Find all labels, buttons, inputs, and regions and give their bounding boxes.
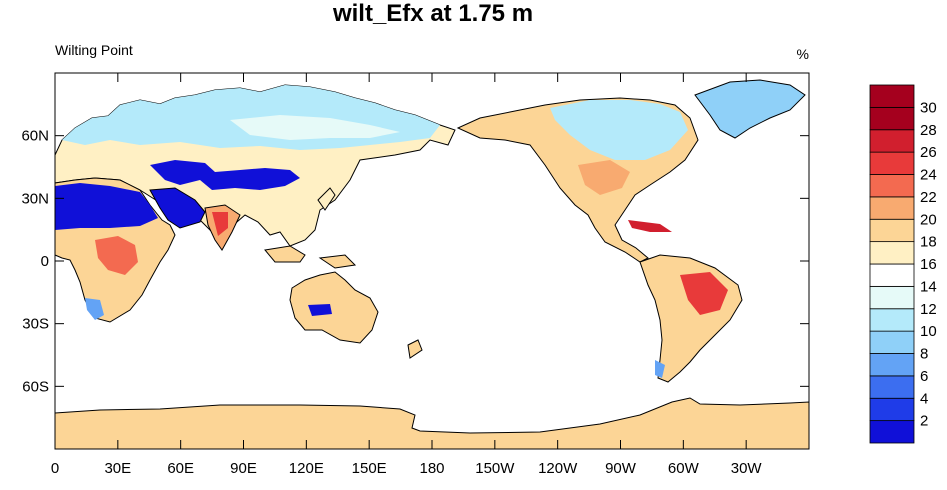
colorbar-label: 12 bbox=[920, 301, 937, 318]
x-tick-label: 120W bbox=[538, 460, 578, 477]
x-tick-label: 0 bbox=[51, 460, 59, 477]
central-us bbox=[578, 160, 630, 195]
colorbar-swatch bbox=[869, 106, 915, 131]
map-panel: 0 30E 60E 90E 120E 150E 180 150W 120W 90W 60W 30W 6… bbox=[21, 72, 810, 477]
arabia bbox=[149, 187, 206, 229]
colorbar-label: 2 bbox=[920, 413, 928, 430]
y-tick-label: 30N bbox=[21, 190, 49, 207]
colorbar-label: 22 bbox=[920, 189, 937, 206]
x-tick-label: 120E bbox=[289, 460, 324, 477]
chart-title: wilt_Efx at 1.75 m bbox=[332, 0, 533, 27]
colorbar-swatch bbox=[869, 375, 915, 399]
colorbar-swatch bbox=[869, 218, 915, 243]
colorbar-swatch bbox=[869, 196, 915, 220]
colorbar-label: 8 bbox=[920, 346, 928, 363]
y-tick-label: 60S bbox=[22, 378, 49, 395]
x-tick-label: 150W bbox=[475, 460, 515, 477]
colorbar-swatch bbox=[869, 330, 915, 354]
central-asia-desert bbox=[150, 160, 300, 190]
indonesia bbox=[264, 245, 306, 263]
colorbar-swatch bbox=[869, 174, 915, 198]
x-tick-label: 60W bbox=[668, 460, 700, 477]
y-tick-label: 30S bbox=[22, 316, 49, 333]
colorbar-swatch bbox=[869, 263, 915, 287]
new-guinea bbox=[318, 254, 357, 269]
colorbar-label: 16 bbox=[920, 256, 937, 273]
south-africa-blue bbox=[85, 298, 104, 320]
sahara-desert bbox=[55, 183, 158, 230]
colorbar-swatch bbox=[869, 129, 915, 153]
colorbar-label: 10 bbox=[920, 323, 937, 340]
colorbar-label: 20 bbox=[920, 211, 937, 228]
x-tick-label: 30W bbox=[731, 460, 763, 477]
canada-boreal bbox=[550, 100, 688, 160]
y-tick-label: 0 bbox=[41, 253, 49, 270]
greenland bbox=[694, 79, 806, 139]
caribbean-red bbox=[628, 220, 672, 232]
x-tick-label: 30E bbox=[104, 460, 131, 477]
india-core bbox=[212, 212, 228, 236]
x-tick-label: 150E bbox=[352, 460, 387, 477]
y-tick-label: 60N bbox=[21, 128, 49, 145]
colorbar-swatch bbox=[869, 420, 915, 444]
antarctica bbox=[54, 397, 810, 450]
colorbar-label: 4 bbox=[920, 390, 928, 407]
colorbar-swatch bbox=[869, 353, 915, 377]
x-axis: 0 30E 60E 90E 120E 150E 180 150W 120W 90W 60W 30W bbox=[51, 73, 763, 477]
colorbar-swatch bbox=[869, 84, 915, 108]
australia bbox=[289, 271, 379, 344]
left-subtitle: Wilting Point bbox=[55, 42, 133, 58]
colorbar-label: 30 bbox=[920, 99, 937, 116]
brazil-red bbox=[680, 272, 728, 315]
colorbar-label: 14 bbox=[920, 278, 937, 295]
colorbar-label: 18 bbox=[920, 234, 937, 251]
new-zealand bbox=[407, 339, 423, 359]
colorbar-swatch bbox=[869, 151, 915, 175]
x-tick-label: 180 bbox=[419, 460, 444, 477]
siberia-light bbox=[230, 115, 400, 140]
andes-blue bbox=[655, 360, 665, 378]
y-axis: 60N 30N 0 30S 60S bbox=[21, 128, 809, 395]
colorbar-swatch bbox=[869, 241, 915, 265]
colorbar-label: 6 bbox=[920, 368, 928, 385]
x-tick-label: 90W bbox=[605, 460, 637, 477]
colorbar-label: 24 bbox=[920, 167, 937, 184]
colorbar-swatch bbox=[869, 397, 915, 422]
units-label: % bbox=[797, 46, 809, 62]
japan bbox=[317, 187, 336, 211]
colorbar-swatch bbox=[869, 308, 915, 332]
colorbar-label: 28 bbox=[920, 122, 937, 139]
colorbar-swatch bbox=[869, 285, 915, 310]
x-tick-label: 90E bbox=[230, 460, 257, 477]
colorbar-label: 26 bbox=[920, 144, 937, 161]
x-tick-label: 60E bbox=[167, 460, 194, 477]
central-africa-red bbox=[95, 236, 138, 275]
australia-desert bbox=[308, 304, 332, 316]
